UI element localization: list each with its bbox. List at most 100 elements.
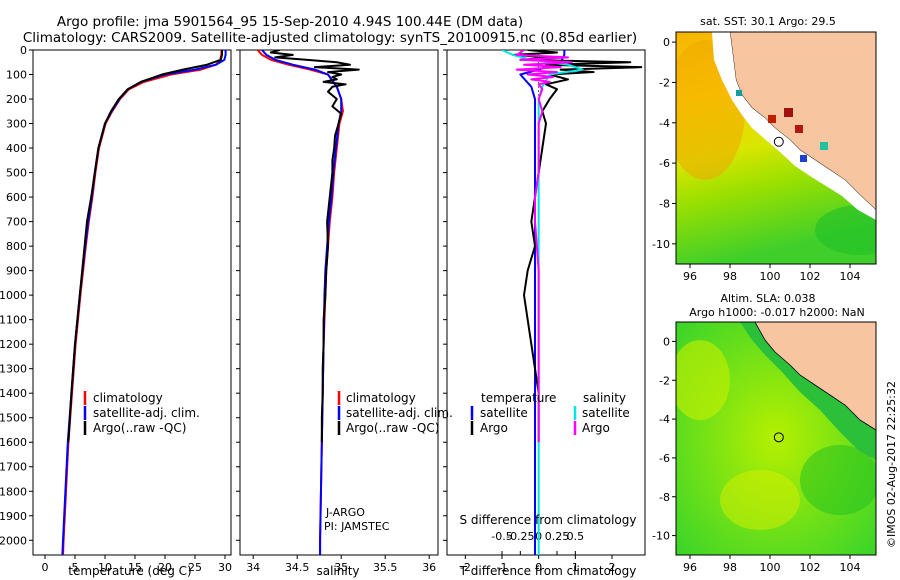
sst-map-axes: 96 98 100 102 104 0 -2 -4 -6 -8 -10 [652, 36, 860, 283]
series-line-temperature-satellite [519, 50, 566, 555]
salinity-series [256, 50, 360, 555]
difference-xlabel-top: S difference from climatology [460, 513, 637, 527]
map-x-tick-label: 104 [840, 561, 861, 574]
series-line-satellite-adj-clim- [61, 50, 227, 555]
top-tick-label: -0.5 [491, 530, 512, 543]
sst-map [676, 32, 876, 264]
sla-high-patch [676, 340, 730, 420]
map-y-tick-label: 0 [663, 36, 670, 49]
y-tick-label: 1100 [0, 314, 27, 327]
temperature-xlabel: temperature (deg C) [68, 564, 191, 578]
sst-cool-pixel [820, 142, 828, 150]
x-tick-label: 25 [188, 561, 202, 574]
sla-argo-location-marker [773, 432, 784, 443]
y-tick-label: 0 [20, 44, 27, 57]
y-tick-label: 2000 [0, 534, 27, 547]
map-y-tick-label: -10 [652, 530, 670, 543]
y-tick-label: 1500 [0, 412, 27, 425]
sst-argo-location-marker [773, 136, 784, 147]
top-tick-label: 0.25 [545, 530, 570, 543]
series-line-salinity-argo [515, 50, 573, 443]
difference-xlabel: T difference from climatology [459, 564, 637, 578]
sst-cool-pixel [800, 155, 807, 162]
y-tick-label: 400 [6, 142, 27, 155]
top-tick-label: 0.5 [567, 530, 585, 543]
map-x-tick-label: 100 [760, 270, 781, 283]
x-tick-label: 0 [535, 561, 542, 574]
map-x-tick-label: 98 [723, 270, 737, 283]
sla-map [676, 322, 876, 555]
sst-hot-pixel [768, 115, 776, 123]
sla-high-patch [720, 470, 800, 530]
x-tick-label: 5 [72, 561, 79, 574]
y-tick-label: 900 [6, 265, 27, 278]
map-y-tick-label: 0 [663, 335, 670, 348]
y-tick-label: 800 [6, 240, 27, 253]
legend-s-argo-label: Argo [582, 421, 610, 435]
x-tick-label: -2 [460, 561, 471, 574]
x-tick-label: 1 [572, 561, 579, 574]
x-tick-label: 35 [334, 561, 348, 574]
sst-map-title: sat. SST: 30.1 Argo: 29.5 [700, 15, 836, 28]
map-y-tick-label: -4 [659, 413, 670, 426]
map-x-tick-label: 98 [723, 561, 737, 574]
temperature-plot-frame [32, 49, 232, 556]
salinity-axes: 34 34.5 35 35.5 36 [236, 49, 436, 574]
y-tick-label: 1400 [0, 387, 27, 400]
difference-plot-frame [446, 49, 646, 556]
y-tick-label: 1700 [0, 461, 27, 474]
sla-map-axes: 96 98 100 102 104 0 -2 -4 -6 -8 -10 [652, 335, 860, 574]
sla-low-patch [800, 445, 876, 515]
y-tick-label: 1800 [0, 485, 27, 498]
y-tick-label: 1000 [0, 289, 27, 302]
series-line-salinity-satellite [501, 50, 584, 555]
salinity-annotation-jargo: J-ARGO [325, 506, 365, 519]
sst-cool-pixel [736, 90, 742, 96]
x-tick-label: 30 [218, 561, 232, 574]
x-tick-label: 0 [42, 561, 49, 574]
top-tick-label: -0.25 [506, 530, 534, 543]
map-y-tick-label: -4 [659, 117, 670, 130]
legend-satellite-label: satellite-adj. clim. [346, 406, 453, 420]
y-tick-label: 300 [6, 118, 27, 131]
legend-satellite-label: satellite-adj. clim. [93, 406, 200, 420]
legend-salinity-title: salinity [583, 391, 626, 405]
map-x-tick-label: 102 [800, 270, 821, 283]
legend-argo-label: Argo(..raw -QC) [346, 421, 439, 435]
figure-title-line1: Argo profile: jma 5901564_95 15-Sep-2010… [57, 14, 523, 30]
figure-title-line2: Climatology: CARS2009. Satellite-adjuste… [23, 30, 637, 46]
copyright-timestamp: ©IMOS 02-Aug-2017 22:25:32 [885, 381, 898, 548]
series-line-satellite-adj-clim- [261, 50, 343, 555]
map-y-tick-label: -2 [659, 374, 670, 387]
sst-map-frame [675, 31, 877, 265]
x-tick-label: 20 [158, 561, 172, 574]
salinity-annotation-pi: PI: JAMSTEC [324, 520, 390, 533]
sst-hot-pixel [795, 125, 803, 133]
map-x-tick-label: 100 [760, 561, 781, 574]
series-line-argo-raw-qc- [67, 50, 223, 443]
sla-map-title-line1: Altim. SLA: 0.038 [720, 292, 815, 305]
map-x-tick-label: 96 [683, 561, 697, 574]
sla-land-sumatra [754, 322, 876, 431]
map-y-tick-label: -8 [659, 197, 670, 210]
x-tick-label: 36 [422, 561, 436, 574]
salinity-xlabel: salinity [316, 564, 359, 578]
map-y-tick-label: -2 [659, 76, 670, 89]
series-line-climatology [256, 50, 344, 555]
legend-temperature-title: temperature [481, 391, 556, 405]
y-tick-label: 700 [6, 216, 27, 229]
map-y-tick-label: -6 [659, 452, 670, 465]
series-line-climatology [62, 50, 223, 555]
y-tick-label: 1600 [0, 436, 27, 449]
difference-series [501, 50, 643, 555]
map-y-tick-label: -6 [659, 157, 670, 170]
y-tick-label: 600 [6, 191, 27, 204]
temperature-legend: climatology satellite-adj. clim. Argo(..… [83, 391, 200, 435]
sla-map-title-line2: Argo h1000: -0.017 h2000: NaN [689, 306, 865, 319]
sla-map-frame [675, 321, 877, 556]
legend-s-satellite-label: satellite [582, 406, 630, 420]
y-tick-label: 100 [6, 69, 27, 82]
sst-nodata-strip [712, 32, 876, 220]
y-tick-label: 1900 [0, 510, 27, 523]
